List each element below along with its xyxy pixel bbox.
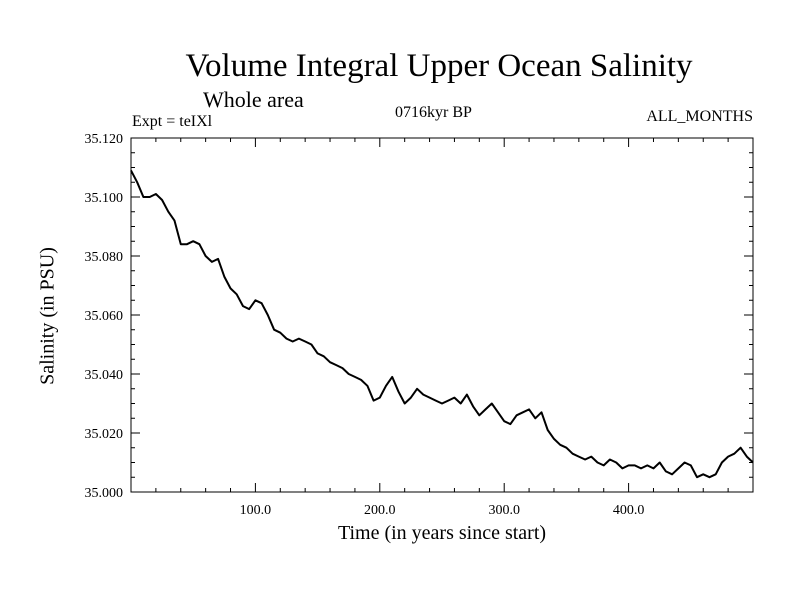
x-tick-label: 400.0: [613, 503, 645, 518]
y-tick-label: 35.120: [85, 132, 124, 147]
chart-subtitle: Whole area: [203, 87, 304, 112]
x-tick-label: 300.0: [488, 503, 520, 518]
y-tick-label: 35.060: [85, 309, 124, 324]
plot-frame: [130, 137, 754, 493]
axis-ticks: [131, 137, 753, 493]
axis-tick-labels: 100.0 200.0 300.0 400.0 35.000 35.020 35.040 35…: [85, 132, 645, 518]
months-label: ALL_MONTHS: [646, 108, 753, 125]
y-tick-label: 35.100: [85, 191, 124, 206]
x-tick-label: 200.0: [364, 503, 396, 518]
y-tick-label: 35.080: [85, 250, 124, 265]
period-label: 0716kyr BP: [395, 104, 472, 121]
y-tick-label: 35.040: [85, 368, 124, 383]
experiment-label: Expt = teIXl: [132, 113, 213, 130]
salinity-series-line: [130, 169, 754, 479]
x-axis-label: Time (in years since start): [337, 522, 547, 544]
y-tick-label: 35.000: [85, 486, 124, 501]
y-tick-label: 35.020: [85, 427, 124, 442]
chart-title: Volume Integral Upper Ocean Salinity: [185, 48, 693, 84]
x-tick-label: 100.0: [240, 503, 272, 518]
